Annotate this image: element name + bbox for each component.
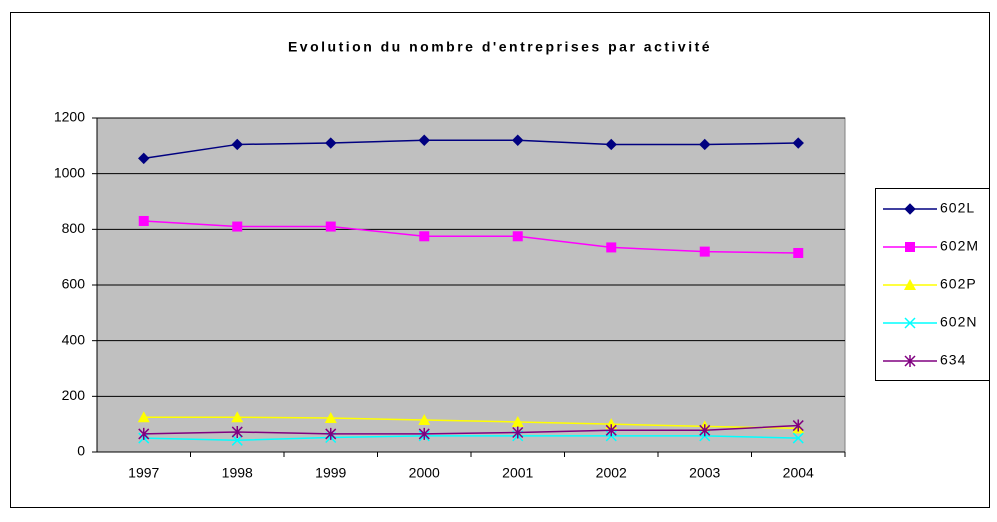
x-tick-label: 2003	[689, 465, 720, 481]
marker	[231, 425, 243, 438]
y-tick-label: 1200	[54, 109, 85, 125]
marker	[418, 134, 430, 146]
marker	[699, 138, 711, 151]
marker	[512, 426, 524, 439]
marker	[325, 137, 337, 149]
marker	[792, 419, 804, 432]
marker	[904, 279, 916, 290]
marker	[904, 203, 916, 215]
marker	[792, 432, 804, 444]
marker	[231, 138, 243, 151]
marker	[419, 231, 430, 242]
y-tick-label: 400	[62, 331, 86, 347]
y-tick-label: 1000	[54, 164, 85, 180]
marker	[699, 424, 711, 437]
x-tick-label: 2001	[502, 465, 533, 481]
series-line	[143, 416, 799, 430]
series-line	[143, 424, 799, 435]
marker	[511, 415, 524, 427]
marker	[418, 427, 430, 440]
legend-label: 602P	[940, 276, 977, 292]
marker	[605, 424, 617, 437]
marker	[138, 427, 150, 440]
y-tick-label: 200	[62, 387, 86, 403]
marker	[904, 317, 916, 329]
series-line	[143, 139, 799, 160]
y-tick-label: 600	[62, 276, 86, 292]
marker	[231, 434, 243, 446]
marker	[324, 412, 337, 424]
marker	[905, 242, 915, 252]
series-line	[143, 220, 799, 254]
marker	[699, 246, 710, 257]
marker	[605, 138, 617, 151]
x-tick-label: 1997	[128, 465, 159, 481]
marker	[137, 411, 150, 423]
marker	[512, 231, 523, 242]
marker	[793, 247, 804, 258]
x-tick-label: 1999	[315, 465, 346, 481]
marker	[232, 221, 243, 232]
x-tick-label: 1998	[222, 465, 253, 481]
x-tick-label: 2000	[409, 465, 440, 481]
marker	[792, 137, 804, 149]
legend-label: 634	[940, 352, 966, 368]
marker	[904, 355, 916, 367]
marker	[325, 221, 336, 232]
chart-title: Evolution du nombre d'entreprises par ac…	[288, 39, 712, 55]
marker	[325, 427, 337, 440]
marker	[138, 152, 150, 165]
x-tick-label: 2004	[783, 465, 814, 481]
x-tick-label: 2002	[596, 465, 627, 481]
marker	[231, 411, 244, 423]
marker	[606, 242, 617, 253]
marker	[418, 413, 431, 425]
series-line	[143, 435, 799, 442]
legend-label: 602L	[940, 200, 975, 216]
y-tick-label: 0	[77, 443, 85, 459]
marker	[138, 215, 149, 226]
marker	[512, 134, 524, 146]
legend-label: 602M	[940, 238, 979, 254]
legend-label: 602N	[940, 314, 977, 330]
y-tick-label: 800	[62, 220, 86, 236]
